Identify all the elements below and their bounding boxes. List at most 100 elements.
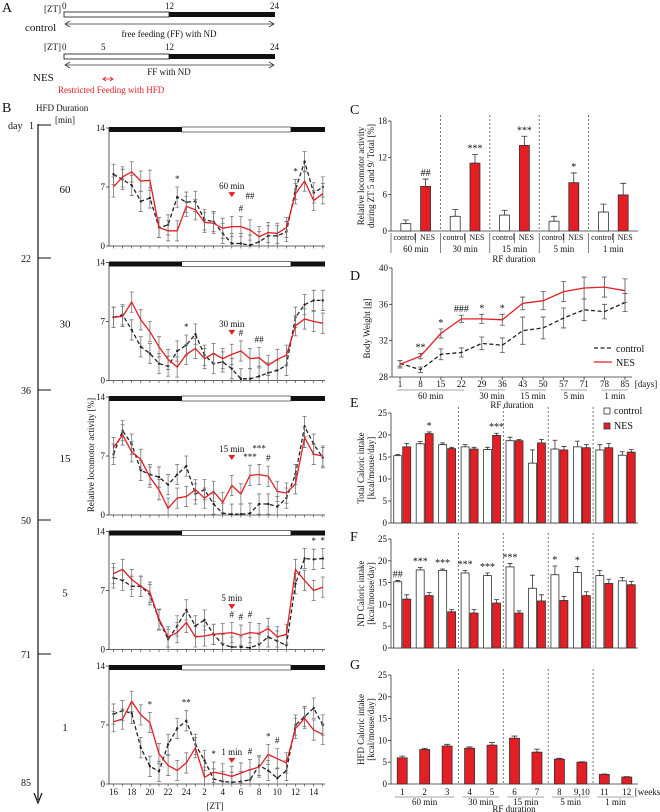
y-tick-label: 10 bbox=[378, 599, 388, 609]
significance-mark: # bbox=[239, 612, 244, 622]
y-tick-label: 0 bbox=[383, 643, 388, 653]
significance-mark: ## bbox=[255, 335, 265, 345]
error-bar bbox=[501, 209, 508, 216]
error-bar bbox=[530, 574, 535, 589]
x-tick-label: 5 bbox=[490, 787, 495, 797]
panel-letter-e: E bbox=[350, 396, 359, 411]
rf-marker-icon bbox=[228, 192, 236, 198]
y-tick-label: 14 bbox=[96, 258, 106, 268]
significance-mark: ** bbox=[415, 342, 425, 353]
control-point bbox=[248, 377, 252, 381]
y-tick-label: 14 bbox=[96, 392, 106, 402]
dark-phase-bar bbox=[169, 12, 275, 17]
control-point bbox=[139, 200, 142, 203]
nes-bar bbox=[486, 744, 498, 785]
control-point bbox=[230, 242, 233, 245]
hfd-duration-label: 1 bbox=[62, 722, 68, 734]
significance-mark: *** bbox=[243, 452, 257, 462]
error-bar bbox=[471, 154, 478, 164]
y-tick-label: 15 bbox=[378, 452, 388, 462]
significance-mark: *** bbox=[480, 562, 495, 573]
y-tick-label: 0 bbox=[101, 645, 106, 655]
dark-phase-bar bbox=[290, 127, 325, 132]
significance-mark: *** bbox=[252, 443, 266, 453]
day-label: 22 bbox=[21, 254, 31, 265]
y-tick-label: 36 bbox=[379, 299, 389, 309]
group-label: 15 min bbox=[502, 244, 528, 254]
x-tick-label: 24 bbox=[182, 787, 192, 797]
tick-label: 12 bbox=[165, 42, 174, 52]
control-point bbox=[239, 512, 243, 516]
light-phase-bar bbox=[181, 530, 292, 536]
b-ylabel: Relative locomotor activity [%] bbox=[86, 398, 96, 512]
y-tick-label: 14 bbox=[96, 123, 106, 133]
control-bar bbox=[400, 223, 412, 232]
nes-bar bbox=[621, 776, 633, 785]
group-label: 60 min bbox=[403, 244, 429, 254]
day-prefix: day bbox=[8, 121, 22, 132]
nes-bar bbox=[581, 447, 591, 524]
error-bar bbox=[606, 578, 612, 584]
nes-bar bbox=[576, 761, 588, 785]
control-bar bbox=[415, 443, 425, 524]
x-axis-label: RF duration bbox=[492, 254, 536, 264]
x-tick-label: 78 bbox=[600, 379, 610, 389]
control-line bbox=[113, 707, 324, 783]
control-point bbox=[130, 328, 133, 332]
control-bar bbox=[595, 449, 605, 524]
y-tick-label: 5 bbox=[383, 621, 388, 631]
nes-bar bbox=[424, 595, 434, 649]
control-point bbox=[176, 349, 179, 353]
x-tick-label: 2 bbox=[202, 787, 207, 797]
panel-letter-a: A bbox=[2, 1, 13, 16]
control-point bbox=[267, 502, 270, 506]
x-tick-label: 29 bbox=[477, 379, 487, 389]
nes-arrow-label: FF with ND bbox=[147, 67, 191, 77]
control-point bbox=[194, 332, 197, 336]
tick-label: 24 bbox=[270, 42, 280, 52]
significance-mark: * bbox=[500, 303, 505, 314]
nes-line bbox=[113, 300, 323, 368]
error-bar bbox=[574, 440, 580, 448]
y-tick-label: 7 bbox=[101, 451, 106, 461]
control-bar bbox=[449, 215, 461, 232]
significance-mark: *** bbox=[517, 125, 532, 136]
nes-bar bbox=[604, 583, 614, 649]
significance-mark: # bbox=[239, 203, 244, 213]
nes-bar bbox=[469, 448, 479, 524]
light-phase-bar bbox=[181, 395, 292, 402]
x-tick-label: 85 bbox=[621, 379, 631, 389]
error-bar bbox=[507, 436, 513, 442]
control-point bbox=[130, 184, 133, 187]
control-point bbox=[312, 558, 315, 561]
significance-mark: *** bbox=[503, 552, 518, 563]
control-point bbox=[312, 706, 315, 710]
y-axis-label-line: Total Caloric intake bbox=[356, 432, 366, 503]
error-bar bbox=[570, 172, 577, 184]
error-bar bbox=[539, 594, 544, 602]
nes-bar bbox=[419, 749, 431, 785]
error-bar bbox=[574, 566, 580, 573]
control-bar bbox=[483, 449, 492, 524]
nes-bar bbox=[514, 612, 524, 649]
nes-bar bbox=[626, 584, 636, 649]
control-point bbox=[185, 719, 188, 722]
tick-label: 0 bbox=[62, 1, 67, 11]
control-point bbox=[157, 475, 161, 479]
bar-category-label: control bbox=[542, 233, 565, 242]
control-point bbox=[130, 712, 133, 715]
control-bar bbox=[595, 575, 605, 649]
hfd-duration-label: 15 bbox=[60, 453, 72, 465]
legend-nes-label: NES bbox=[614, 421, 633, 432]
legend-nes-swatch bbox=[603, 422, 611, 430]
control-point bbox=[185, 464, 188, 468]
y-tick-label: 0 bbox=[101, 779, 106, 789]
error-bar bbox=[628, 580, 634, 586]
rf-marker-label: 1 min bbox=[221, 747, 242, 757]
x-tick-label: 15 bbox=[436, 379, 446, 389]
y-tick-label: 10 bbox=[378, 474, 388, 484]
control-point bbox=[294, 582, 297, 585]
nes-bar bbox=[604, 447, 614, 524]
y-tick-label: 25 bbox=[378, 670, 388, 680]
x-tick-label: 4 bbox=[467, 787, 472, 797]
